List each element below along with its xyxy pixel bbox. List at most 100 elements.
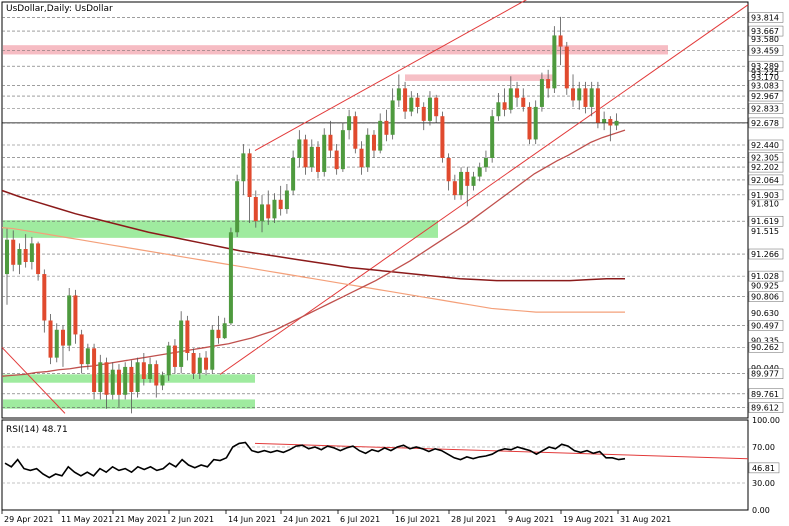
price-tick-box <box>748 368 784 379</box>
rsi-tick-label: 100.00 <box>752 416 780 425</box>
price-tick-box <box>748 60 784 72</box>
candle-down <box>60 329 65 346</box>
candle-down <box>515 88 520 98</box>
price-tick-box <box>748 291 784 302</box>
candle-up <box>409 97 414 112</box>
price-tick-box <box>748 139 784 151</box>
price-tick-label: 91.515 <box>751 227 779 236</box>
candle-up <box>179 320 184 367</box>
candle-up <box>365 134 370 168</box>
price-tick-box <box>748 189 784 201</box>
candle-down <box>36 243 41 275</box>
candle-up <box>477 167 482 177</box>
price-tick-label: 93.459 <box>751 46 779 55</box>
price-tick-label: 90.630 <box>751 309 779 318</box>
candle-down <box>415 97 420 107</box>
candle-up <box>110 369 115 395</box>
candle-down <box>452 181 457 196</box>
price-tick-label: 91.028 <box>751 272 779 281</box>
date-tick-label: 2 Jun 2021 <box>171 515 214 524</box>
candle-up <box>459 171 464 196</box>
candle-down <box>154 364 159 386</box>
candle-down <box>546 79 551 89</box>
candle-up <box>589 88 594 107</box>
candle-down <box>359 148 364 168</box>
candle-up <box>123 366 128 395</box>
price-tick-label: 91.619 <box>751 217 779 226</box>
price-tick-box <box>748 161 784 173</box>
price-tick-box <box>748 117 784 129</box>
price-tick-label: 92.833 <box>751 105 779 114</box>
candle-up <box>614 120 619 126</box>
candle-up <box>378 120 383 151</box>
candle-up <box>54 329 59 358</box>
price-tick-label: 90.335 <box>751 336 779 345</box>
candle-up <box>309 146 314 168</box>
date-tick-label: 14 Jun 2021 <box>228 515 276 524</box>
date-tick-label: 11 May 2021 <box>61 515 113 524</box>
candle-down <box>129 366 134 392</box>
price-tick-box <box>748 45 784 56</box>
candle-down <box>328 134 333 151</box>
price-tick-label: 92.064 <box>751 176 779 185</box>
price-tick-label: 93.083 <box>751 81 779 90</box>
zone-0 <box>3 45 668 55</box>
candle-down <box>73 295 78 335</box>
candle-down <box>334 150 339 170</box>
candle-down <box>23 249 28 262</box>
price-panel <box>1 0 749 419</box>
price-tick-label: 92.202 <box>751 163 779 172</box>
candle-up <box>496 102 501 117</box>
channel-upper-line <box>254 0 527 152</box>
candle-down <box>278 199 283 210</box>
candle-down <box>384 120 389 135</box>
candle-down <box>303 139 308 168</box>
price-tick-label: 93.170 <box>751 73 779 82</box>
candle-up <box>135 362 140 392</box>
candle-up <box>483 158 488 168</box>
candle-up <box>260 204 265 222</box>
rsi-line <box>4 441 626 479</box>
candle-up <box>166 345 171 376</box>
price-tick-box <box>748 320 784 331</box>
date-tick-label: 19 Aug 2021 <box>563 515 614 524</box>
candle-down <box>564 46 569 89</box>
candle-up <box>210 329 215 370</box>
candle-up <box>67 295 72 346</box>
zone-3 <box>3 374 255 383</box>
price-tick-label: 93.580 <box>751 35 779 44</box>
candle-down <box>527 106 532 140</box>
candle-up <box>197 357 202 374</box>
date-tick-label: 21 May 2021 <box>115 515 167 524</box>
zone-1 <box>405 74 555 81</box>
candle-up <box>297 139 302 158</box>
candle-up <box>5 239 9 275</box>
price-tick-label: 92.440 <box>751 141 779 150</box>
price-tick-label: 93.225 <box>751 68 779 77</box>
candle-up <box>235 181 240 233</box>
candle-up <box>241 153 246 182</box>
candle-down <box>48 320 53 358</box>
candle-up <box>160 375 165 386</box>
date-tick-label: 29 Apr 2021 <box>4 515 53 524</box>
ma-200-line <box>1 189 625 282</box>
candle-down <box>608 119 613 126</box>
price-tick-label: 89.977 <box>751 370 779 379</box>
rsi-trend-line <box>254 442 749 460</box>
date-tick-label: 28 Jul 2021 <box>451 515 496 524</box>
candle-down <box>104 362 109 395</box>
candle-down <box>216 329 221 339</box>
date-tick-label: 16 Jul 2021 <box>395 515 440 524</box>
candle-down <box>42 274 47 321</box>
price-tick-box <box>748 270 784 282</box>
price-tick-label: 93.814 <box>751 13 779 22</box>
candle-up <box>396 88 401 101</box>
candle-down <box>502 102 507 110</box>
price-tick-label: 91.810 <box>751 200 779 209</box>
candle-down <box>253 197 258 222</box>
candle-up <box>340 130 345 170</box>
candle-up <box>427 97 432 121</box>
candle-down <box>316 146 320 172</box>
rsi-tick-label: 30.00 <box>752 479 775 488</box>
